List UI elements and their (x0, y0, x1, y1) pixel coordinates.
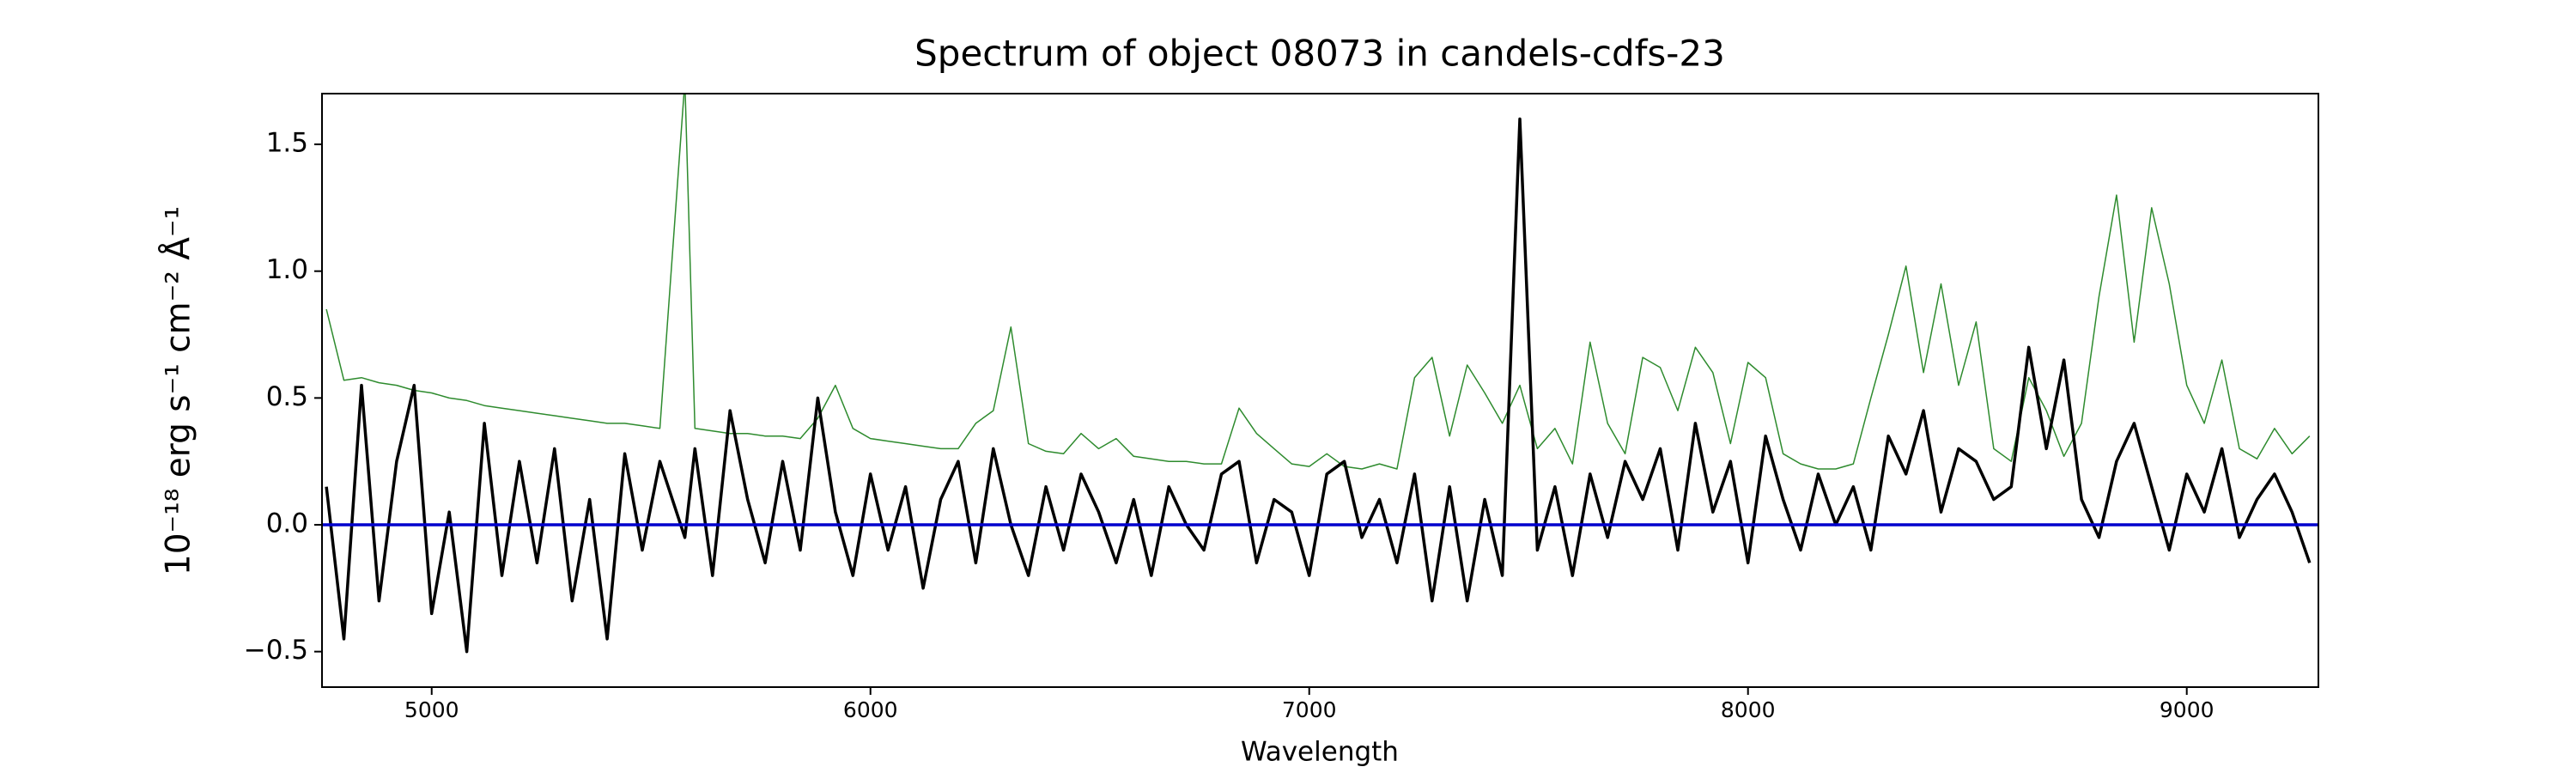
y-tick-label: 0.0 (266, 508, 308, 539)
x-tick-label: 5000 (404, 697, 459, 722)
axes-frame (321, 93, 2319, 688)
chart-title: Spectrum of object 08073 in candels-cdfs… (914, 33, 1725, 75)
y-tick-label: 0.5 (266, 381, 308, 412)
x-tick-label: 6000 (843, 697, 898, 722)
y-tick-label: 1.5 (266, 128, 308, 159)
x-tick-label: 7000 (1282, 697, 1337, 722)
y-tick-label: −0.5 (244, 635, 308, 666)
spectrum-line (325, 94, 2311, 470)
x-tick-label: 8000 (1721, 697, 1776, 722)
y-axis-label: 10⁻¹⁸ erg s⁻¹ cm⁻² Å⁻¹ (158, 206, 198, 575)
x-axis-label: Wavelength (1241, 737, 1399, 768)
x-tick-label: 9000 (2160, 697, 2215, 722)
plot-area (322, 94, 2318, 654)
y-tick-label: 1.0 (266, 254, 308, 285)
